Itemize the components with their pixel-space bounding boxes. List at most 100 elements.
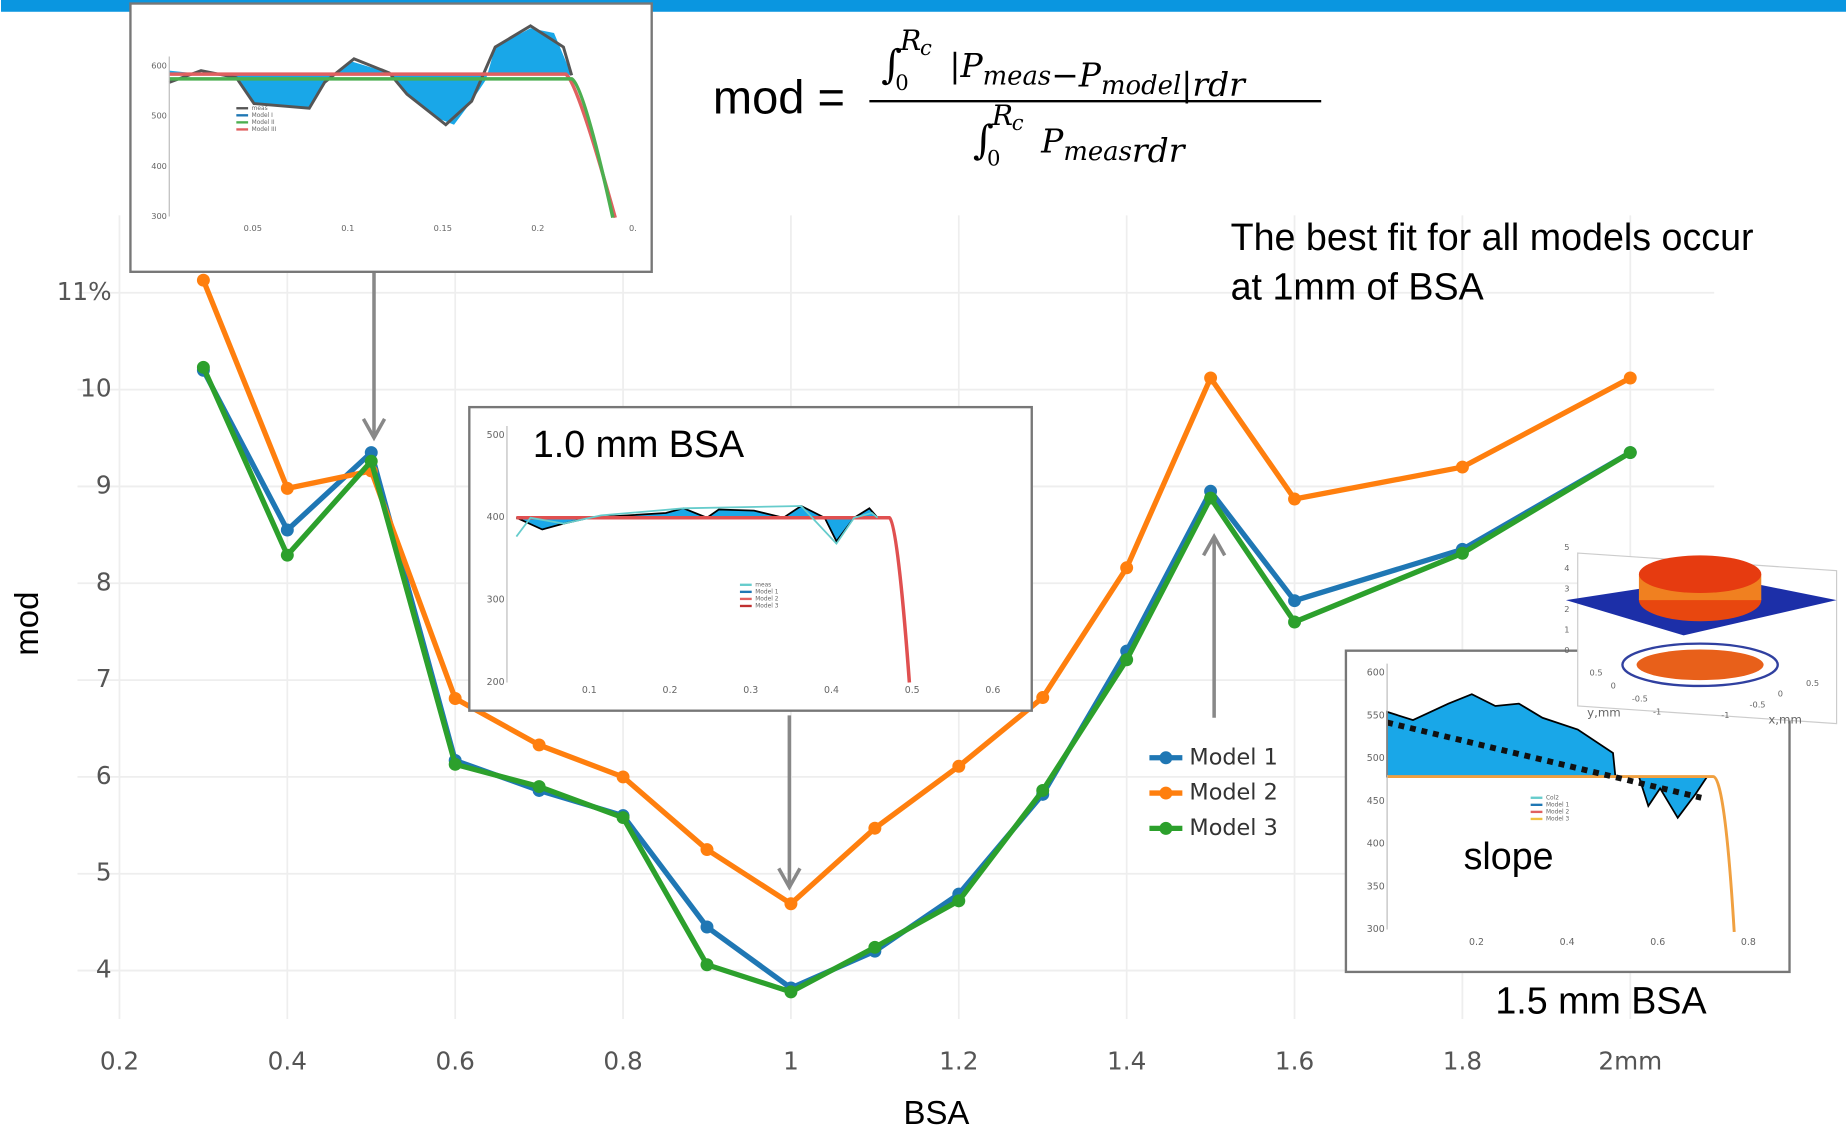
top-bar (1, 0, 1846, 12)
point (364, 454, 378, 468)
arrow-head (777, 867, 802, 891)
point (280, 548, 294, 562)
formula-terms: |Pmeas−Pmodel|rdr (949, 46, 1247, 104)
x-tick-label: 1.8 (1443, 1047, 1482, 1076)
x-tick-label: 1.2 (939, 1047, 978, 1076)
y-tick: 0.5 (1589, 668, 1602, 678)
y-tick-label: 10 (80, 374, 111, 403)
point (868, 940, 882, 954)
y-axis-label: mod (8, 592, 45, 656)
inset-legend-label: Col2 (1546, 795, 1559, 801)
point (532, 738, 546, 752)
inset-x-tick: 0.8 (1741, 937, 1756, 948)
y-tick-label: 11% (57, 277, 112, 306)
y-tick-label: 9 (96, 470, 112, 499)
point (784, 897, 798, 911)
legend-label: Model 3 (1189, 815, 1277, 841)
point (700, 843, 714, 857)
legend-swatch (1159, 751, 1173, 765)
point (1120, 561, 1134, 575)
model-curve (1387, 775, 1736, 932)
inset-x-tick: 0.2 (1469, 937, 1484, 948)
inset-y-tick: 300 (1367, 924, 1385, 935)
y-tick: -1 (1653, 706, 1661, 716)
limit: 0 (895, 70, 908, 95)
annotation: The best fit for all models occur (1231, 216, 1754, 258)
point (868, 821, 882, 835)
x-tick-label: 0.2 (100, 1047, 139, 1076)
term: rdr (1132, 131, 1187, 170)
z-tick: 2 (1564, 604, 1569, 614)
point (196, 273, 210, 287)
model-curve (169, 77, 615, 219)
point (532, 780, 546, 794)
inset-legend-label: Model 3 (1546, 816, 1570, 822)
inset-x-tick: 0.2 (663, 685, 678, 696)
point (1455, 460, 1469, 474)
point (1288, 594, 1302, 608)
inset-caption: 1.5 mm BSA (1495, 980, 1707, 1022)
limit: c (920, 35, 932, 60)
limit: c (1012, 110, 1024, 135)
inset-x-tick: 0.6 (1650, 937, 1665, 948)
inset-x-tick: 0.15 (434, 223, 452, 233)
point (1623, 446, 1637, 460)
inset-x-tick: 0.3 (743, 685, 758, 696)
inset-legend-label: Model 3 (755, 603, 779, 609)
point (1204, 371, 1218, 385)
point (1455, 546, 1469, 560)
term: |rdr (1181, 65, 1247, 104)
formula-lhs: mod = (713, 71, 845, 124)
x-tick: 0 (1778, 689, 1783, 699)
legend-label: Model 2 (1189, 780, 1277, 806)
inset-legend-label: meas (252, 106, 268, 112)
point (448, 692, 462, 705)
point (280, 481, 294, 495)
inset-label: slope (1464, 835, 1554, 877)
y-tick-label: 4 (96, 955, 112, 984)
inset-x-tick: 0.4 (1560, 937, 1575, 948)
arrows (361, 272, 1227, 891)
point (700, 958, 714, 972)
inset-legend-label: meas (755, 582, 771, 588)
inset-legend-label: Model 2 (755, 596, 779, 602)
inset-y-tick: 400 (1367, 839, 1385, 850)
term-sub: model (1101, 71, 1181, 101)
point (784, 985, 798, 999)
integral: ∫ (973, 118, 994, 164)
legend-swatch (1159, 821, 1173, 835)
inset-y-tick: 350 (1367, 881, 1385, 892)
limit: 0 (987, 146, 1000, 171)
z-tick: 1 (1564, 625, 1569, 635)
series-line (200, 366, 1632, 995)
inset-legend-label: Model 2 (1546, 809, 1570, 815)
x-axis-label: BSA (903, 1094, 969, 1131)
x-axis-label: x,mm (1768, 713, 1802, 727)
inset-y-tick: 400 (487, 512, 505, 523)
surface-top (1638, 555, 1762, 594)
term: −P (1051, 56, 1102, 95)
x-tick: -1 (1721, 710, 1729, 720)
inset-x-tick: 0.2 (531, 223, 544, 233)
contour (1636, 649, 1764, 681)
x-tick: 0.5 (1806, 678, 1819, 688)
inset-y-tick: 400 (151, 161, 167, 171)
x-tick-label: 0.8 (603, 1047, 642, 1076)
point (1288, 615, 1302, 629)
z-tick: 5 (1564, 542, 1569, 552)
point (952, 759, 966, 773)
integral: ∫ (881, 42, 902, 88)
point (952, 894, 966, 908)
point (700, 920, 714, 934)
point (1288, 492, 1302, 506)
point (1204, 491, 1218, 505)
formula: mod =∫Rc0 |Pmeas−Pmodel|rdr∫Rc0 Pmeasrdr (713, 24, 1322, 171)
z-tick: 4 (1564, 563, 1569, 573)
inset-legend-label: Model I (252, 113, 274, 119)
point (1036, 691, 1050, 704)
inset-x-tick: 0.1 (582, 685, 597, 696)
term: |P (949, 46, 983, 85)
